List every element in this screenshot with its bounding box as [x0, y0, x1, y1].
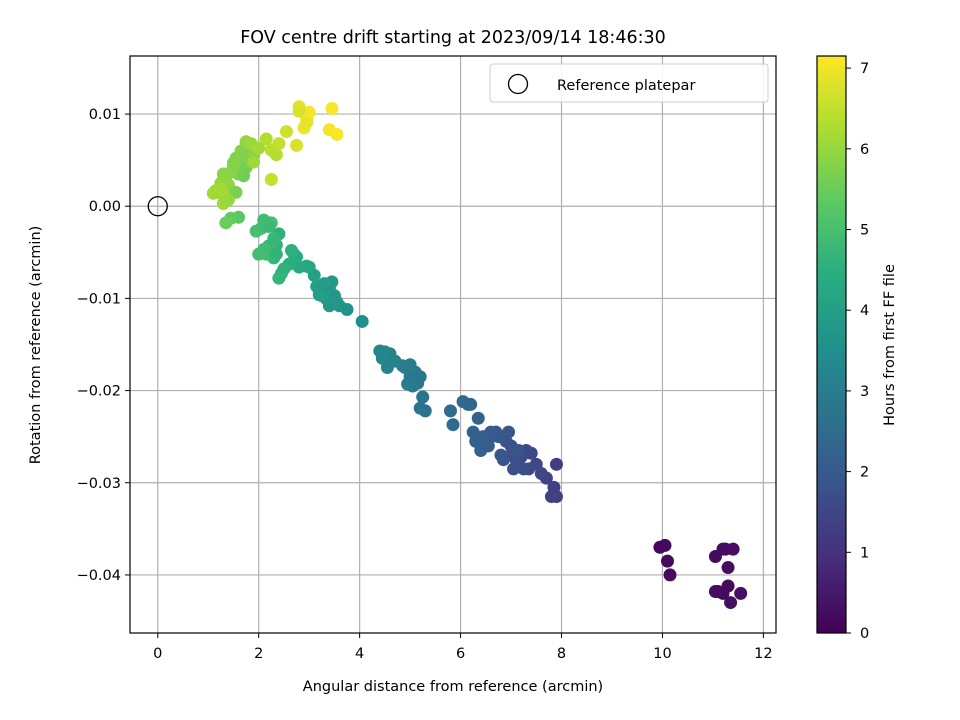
- data-point: [290, 138, 304, 152]
- colorbar-tick-label: 7: [860, 61, 869, 77]
- data-point: [726, 542, 740, 556]
- data-point: [443, 404, 457, 418]
- y-tick-label: −0.03: [77, 476, 121, 492]
- x-tick-label: 12: [754, 646, 772, 662]
- data-point: [285, 243, 298, 257]
- colorbar-tick-label: 3: [860, 384, 869, 400]
- colorbar-tick-label: 2: [860, 465, 869, 481]
- y-axis-label: Rotation from reference (arcmin): [28, 226, 44, 465]
- plot-frame: [129, 55, 777, 634]
- data-point: [272, 271, 286, 285]
- data-point: [502, 425, 516, 439]
- x-axis-ticks: 0 2 4 6 8 10 12: [153, 633, 773, 662]
- legend-entry-label: Reference platepar: [557, 78, 695, 94]
- data-point: [512, 443, 526, 457]
- data-point: [721, 579, 735, 593]
- colorbar-tick-label: 1: [860, 545, 869, 561]
- grid: [130, 56, 776, 633]
- reference-marker: [147, 196, 168, 217]
- data-point: [403, 358, 417, 372]
- data-point: [214, 182, 228, 196]
- data-point: [257, 213, 271, 227]
- data-points: [206, 100, 748, 610]
- data-point: [259, 132, 273, 146]
- data-point: [375, 351, 389, 365]
- data-point: [544, 490, 558, 504]
- data-point: [355, 314, 369, 328]
- legend-box: [489, 63, 769, 103]
- data-point: [269, 247, 283, 261]
- x-tick-label: 2: [254, 646, 263, 662]
- colorbar-tick-label: 0: [860, 626, 869, 642]
- data-point: [507, 462, 521, 476]
- y-tick-label: −0.02: [77, 384, 121, 400]
- data-point: [302, 105, 316, 119]
- data-point: [456, 395, 470, 409]
- chart-title: FOV centre drift starting at 2023/09/14 …: [240, 28, 666, 48]
- y-tick-label: 0.00: [89, 199, 121, 215]
- data-point: [252, 247, 266, 261]
- data-point: [292, 104, 306, 118]
- data-point: [413, 401, 427, 415]
- data-point: [312, 288, 326, 302]
- colorbar: 0 1 2 3 4 5 6 7 Hours from first FF file: [816, 55, 898, 642]
- data-point: [279, 125, 293, 139]
- data-point: [734, 586, 748, 600]
- data-point: [471, 411, 485, 425]
- data-point: [264, 173, 278, 187]
- data-point: [724, 596, 738, 610]
- data-point: [446, 418, 460, 432]
- legend-marker: [507, 73, 529, 95]
- data-point: [466, 425, 480, 439]
- x-tick-label: 0: [153, 646, 162, 662]
- data-point: [325, 102, 339, 116]
- x-tick-label: 10: [653, 646, 671, 662]
- data-point: [226, 158, 240, 172]
- colorbar-gradient: [817, 56, 846, 633]
- x-axis-label: Angular distance from reference (arcmin): [303, 679, 603, 695]
- x-tick-label: 4: [355, 646, 364, 662]
- x-tick-label: 8: [557, 646, 566, 662]
- colorbar-tick-label: 5: [860, 223, 869, 239]
- data-point: [269, 148, 283, 162]
- colorbar-label: Hours from first FF file: [882, 264, 898, 426]
- x-tick-label: 6: [456, 646, 465, 662]
- colorbar-tick-label: 6: [860, 142, 869, 158]
- data-point: [272, 137, 286, 151]
- data-point: [549, 457, 563, 471]
- data-point: [330, 127, 344, 141]
- data-point: [663, 568, 677, 582]
- data-point: [494, 448, 508, 462]
- data-point: [252, 141, 266, 155]
- data-point: [658, 538, 672, 552]
- y-tick-label: 0.01: [89, 107, 121, 123]
- data-point: [721, 561, 735, 575]
- data-point: [322, 281, 336, 295]
- data-point: [416, 390, 430, 404]
- data-point: [660, 554, 674, 568]
- legend: Reference platepar: [489, 63, 769, 103]
- y-tick-label: −0.01: [77, 291, 121, 307]
- data-point: [249, 224, 263, 238]
- data-point: [300, 115, 314, 129]
- reference-point: [147, 196, 168, 217]
- data-point: [267, 232, 281, 246]
- data-point: [247, 155, 261, 169]
- y-tick-label: −0.04: [77, 568, 121, 584]
- data-point: [292, 260, 306, 274]
- colorbar-tick-label: 4: [860, 303, 869, 319]
- colorbar-frame: [816, 55, 847, 634]
- data-point: [219, 216, 233, 230]
- data-point: [517, 462, 531, 476]
- colorbar-ticks: 0 1 2 3 4 5 6 7: [846, 61, 869, 642]
- data-point: [708, 585, 722, 599]
- y-axis-ticks: 0.01 0.00 −0.01 −0.02 −0.03 −0.04: [77, 107, 130, 584]
